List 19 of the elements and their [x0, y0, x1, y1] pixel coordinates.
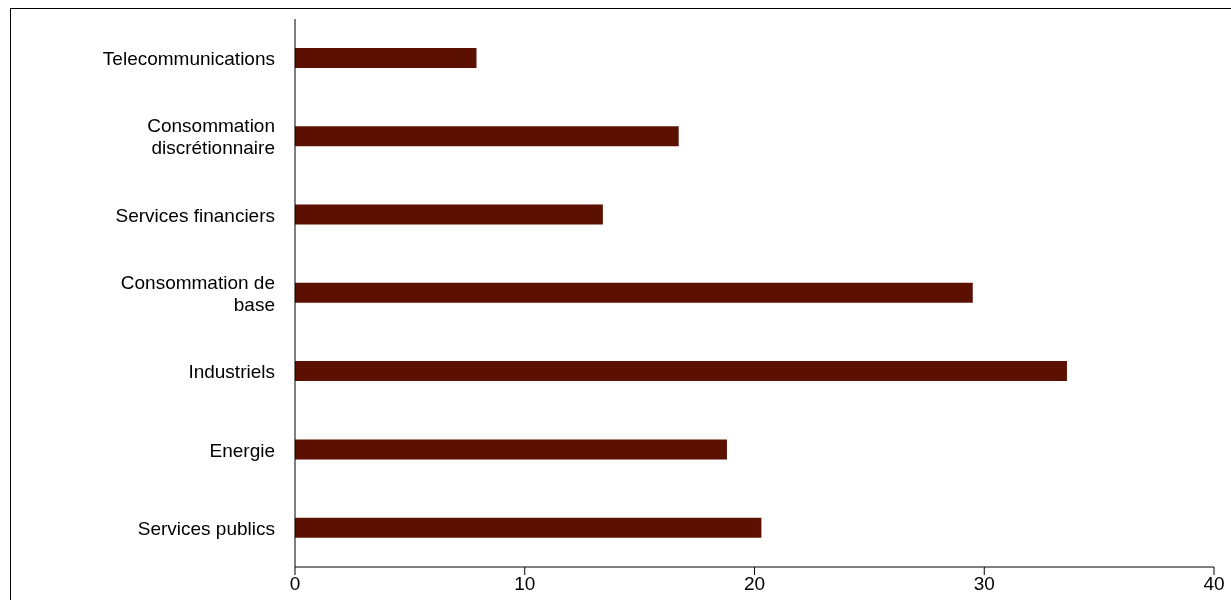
y-tick-label: Telecommunications — [102, 47, 275, 69]
y-tick-label: Consommation discrétionnaire — [147, 114, 275, 158]
bar — [295, 439, 727, 460]
bar — [295, 47, 477, 68]
bar — [295, 517, 762, 538]
y-tick-label: Industriels — [188, 360, 275, 382]
bar — [295, 282, 973, 303]
x-tick-label: 0 — [289, 573, 301, 595]
x-tick-label: 40 — [1203, 573, 1225, 595]
x-tick-label: 20 — [743, 573, 766, 595]
y-tick-label: Services financiers — [115, 204, 275, 226]
x-tick-label: 10 — [514, 573, 536, 595]
y-tick-label: Consommation de base — [120, 271, 275, 315]
x-tick-label: 30 — [973, 573, 995, 595]
y-tick-label: Services publics — [137, 517, 275, 539]
y-tick-label: Energie — [209, 439, 275, 461]
bar — [295, 361, 1067, 382]
bar — [295, 126, 679, 147]
bar — [295, 204, 603, 225]
